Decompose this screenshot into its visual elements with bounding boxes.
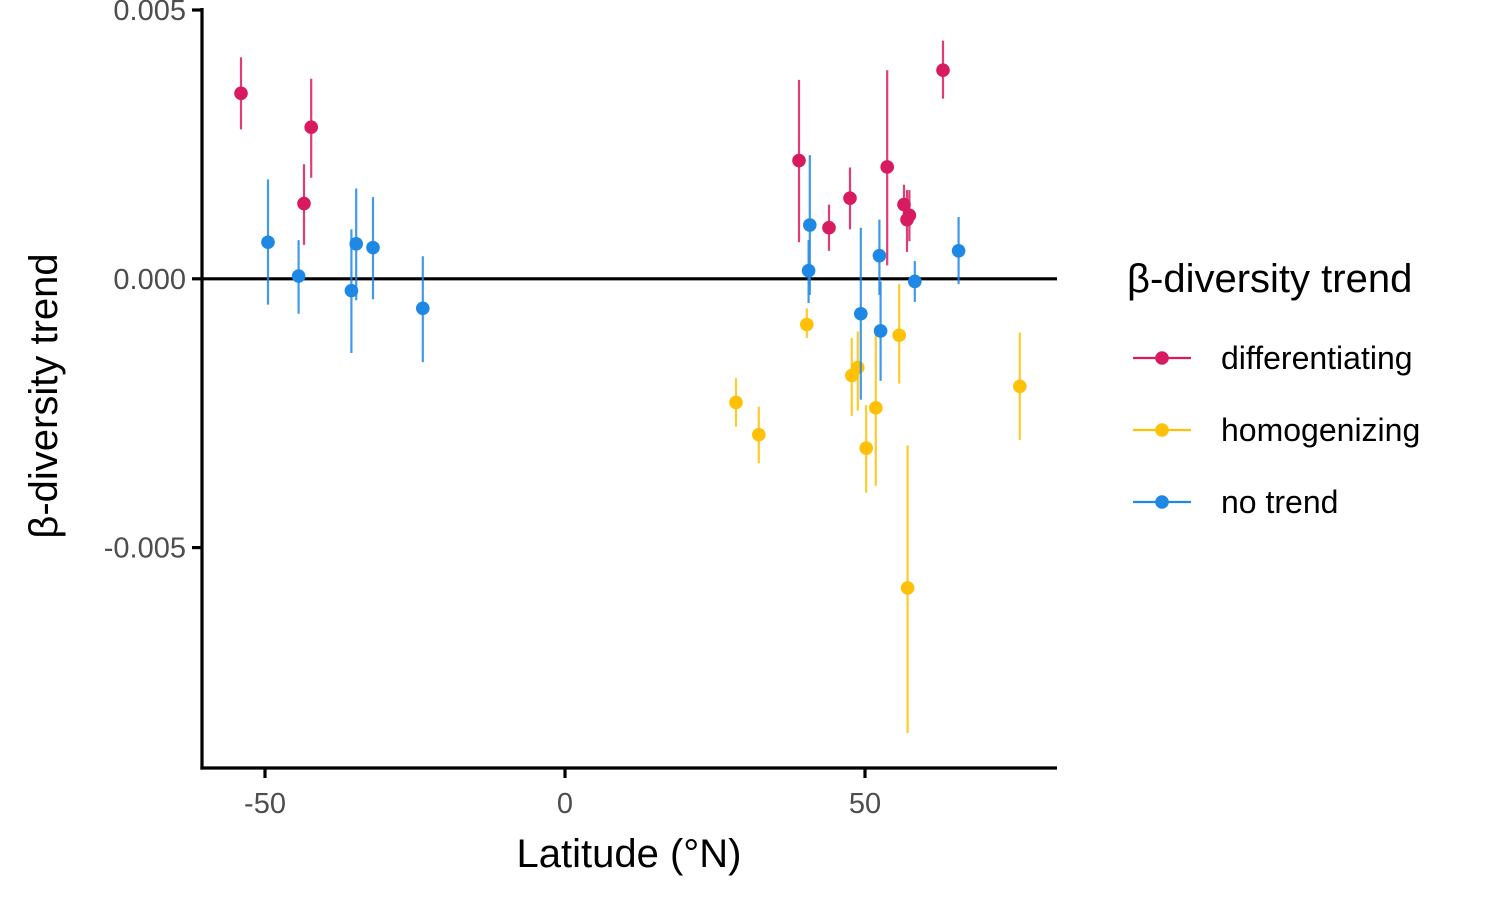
- data-point: [800, 317, 814, 332]
- legend-key-point: [1155, 495, 1169, 509]
- legend-item-differentiating: differentiating: [1133, 340, 1413, 376]
- x-tick-label: 0: [557, 788, 573, 820]
- series-homogenizing: [729, 284, 1027, 734]
- x-axis-ticks: -50 0 50: [244, 768, 881, 820]
- series-differentiating: [234, 40, 950, 266]
- data-point: [261, 235, 275, 250]
- data-point: [297, 196, 311, 211]
- legend: β-diversity trend differentiating homogen…: [1127, 257, 1420, 520]
- y-tick-label: -0.005: [104, 533, 186, 565]
- legend-title: β-diversity trend: [1127, 257, 1412, 301]
- data-point: [803, 218, 817, 232]
- legend-label: homogenizing: [1221, 412, 1420, 448]
- data-point: [872, 248, 887, 263]
- data-point: [291, 269, 306, 283]
- data-point: [936, 63, 950, 78]
- data-point: [366, 240, 380, 255]
- legend-label: differentiating: [1221, 340, 1413, 376]
- data-point: [729, 395, 743, 410]
- data-point: [873, 324, 888, 338]
- data-point: [859, 441, 873, 455]
- legend-key-point: [1155, 423, 1169, 437]
- series-layer: [234, 40, 1027, 734]
- data-point: [854, 306, 868, 321]
- y-axis-ticks: 0.005 0.000 -0.005: [104, 0, 202, 565]
- legend-key-point: [1155, 351, 1169, 365]
- data-point: [851, 360, 865, 375]
- data-point: [951, 244, 966, 258]
- data-point: [843, 191, 857, 205]
- legend-items: differentiating homogenizing no trend: [1133, 340, 1420, 520]
- data-point: [900, 581, 915, 595]
- y-tick-label: 0.000: [113, 264, 186, 296]
- y-axis-title: β-diversity trend: [22, 253, 66, 538]
- data-point: [1013, 379, 1027, 394]
- data-point: [869, 401, 883, 415]
- x-tick-label: 50: [849, 788, 881, 820]
- plot-area: -50 0 50 0.005 0.000 -0.005: [104, 0, 1057, 820]
- data-point: [801, 263, 816, 278]
- legend-item-homogenizing: homogenizing: [1133, 412, 1420, 448]
- data-point: [908, 274, 922, 289]
- y-tick-label: 0.005: [113, 0, 186, 27]
- series-no-trend: [261, 155, 966, 400]
- data-point: [416, 301, 430, 316]
- x-axis-title: Latitude (°N): [517, 832, 742, 876]
- data-point: [234, 86, 248, 101]
- legend-label: no trend: [1221, 484, 1338, 520]
- data-point: [344, 283, 359, 298]
- data-point: [880, 160, 894, 174]
- data-point: [349, 237, 364, 251]
- x-tick-label: -50: [244, 788, 286, 820]
- data-point: [892, 328, 906, 343]
- legend-item-no-trend: no trend: [1133, 484, 1338, 520]
- data-point: [792, 153, 806, 168]
- data-point: [902, 208, 917, 223]
- data-point: [752, 427, 766, 442]
- data-point: [822, 220, 836, 235]
- data-point: [304, 120, 319, 134]
